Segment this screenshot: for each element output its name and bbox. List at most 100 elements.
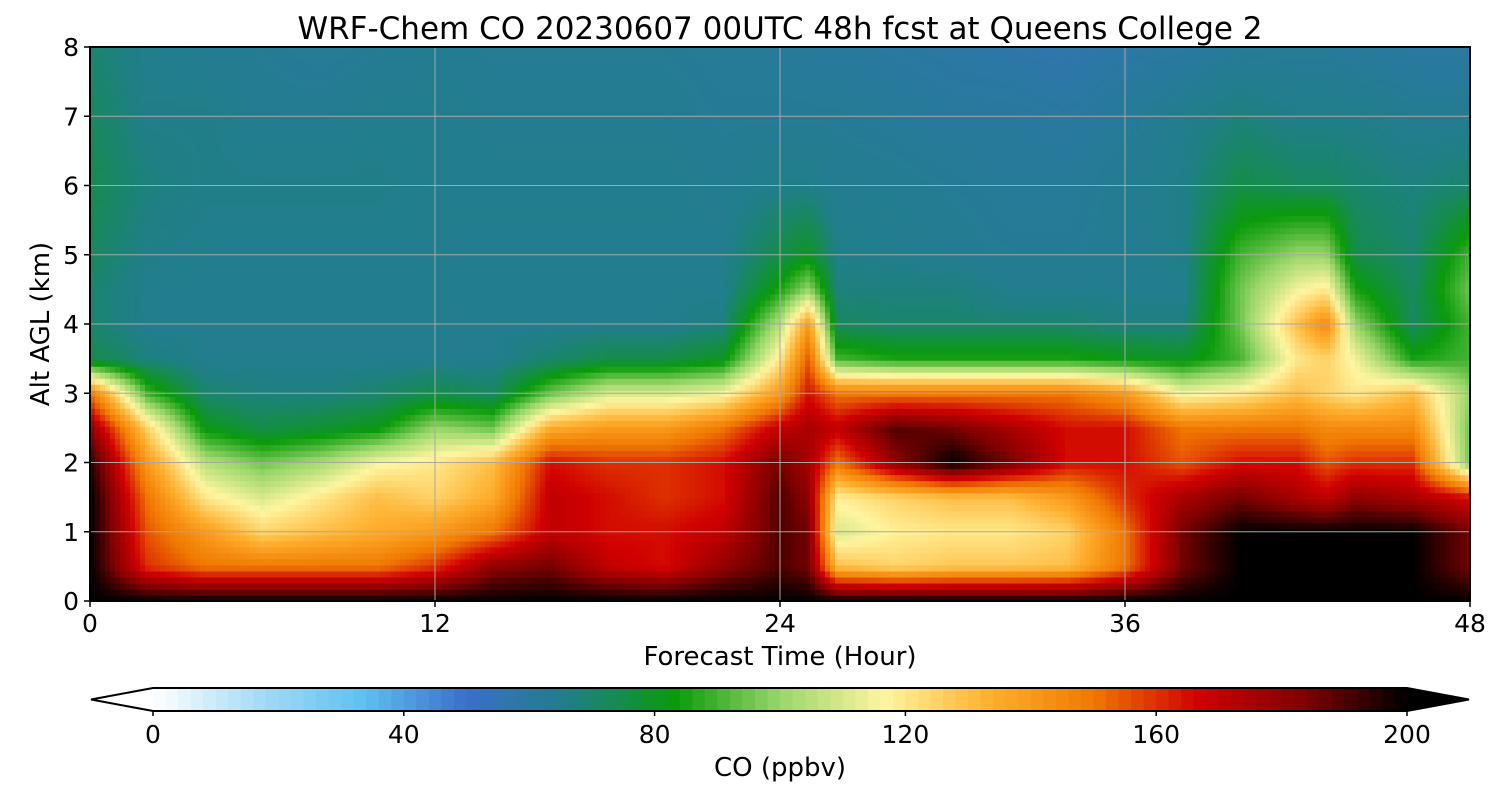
heatmap-cell [1315, 577, 1321, 584]
heatmap-cell [165, 589, 171, 596]
heatmap-cell [580, 583, 586, 590]
heatmap-cell [1430, 583, 1436, 590]
heatmap-cell [785, 589, 791, 596]
heatmap-cell [245, 571, 251, 578]
heatmap-cell [125, 565, 131, 572]
heatmap-cell [1050, 589, 1056, 596]
heatmap-cell [1170, 583, 1176, 590]
heatmap-cell [1080, 571, 1086, 578]
heatmap-cell [300, 571, 306, 578]
heatmap-cell [1405, 589, 1411, 596]
heatmap-cell [885, 571, 891, 578]
heatmap-cell [480, 577, 486, 584]
heatmap-cell [1325, 583, 1331, 590]
heatmap-cell [1115, 577, 1121, 584]
heatmap-cell [740, 583, 746, 590]
heatmap-cell [155, 577, 161, 584]
heatmap-cell [850, 571, 856, 578]
heatmap-cell [565, 577, 571, 584]
heatmap-cell [1160, 589, 1166, 596]
heatmap-cell [1145, 577, 1151, 584]
heatmap-cell [1315, 583, 1321, 590]
heatmap-cell [1255, 577, 1261, 584]
heatmap-cell [875, 589, 881, 596]
heatmap-cell [700, 589, 706, 596]
heatmap-cell [390, 571, 396, 578]
heatmap-cell [995, 571, 1001, 578]
heatmap-cell [340, 571, 346, 578]
heatmap-cell [650, 577, 656, 584]
heatmap-cell [300, 589, 306, 596]
heatmap-cell [560, 577, 566, 584]
heatmap-cell [840, 571, 846, 578]
heatmap-cell [710, 577, 716, 584]
heatmap-cell [1090, 571, 1096, 578]
heatmap-cell [995, 589, 1001, 596]
heatmap-cell [645, 589, 651, 596]
heatmap-cell [1065, 583, 1071, 590]
heatmap-cell [470, 589, 476, 596]
heatmap-cell [845, 571, 851, 578]
heatmap-cell [735, 583, 741, 590]
heatmap-cell [320, 577, 326, 584]
heatmap-cell [965, 583, 971, 590]
heatmap-cell [600, 577, 606, 584]
heatmap-cell [355, 577, 361, 584]
heatmap-cell [1290, 583, 1296, 590]
heatmap-cell [545, 571, 551, 578]
heatmap-cell [1130, 577, 1136, 584]
heatmap-cell [995, 583, 1001, 590]
heatmap-cell [400, 589, 406, 596]
heatmap-cell [135, 589, 141, 596]
heatmap-cell [330, 571, 336, 578]
heatmap-cell [1435, 589, 1441, 596]
heatmap-cell [150, 565, 156, 572]
heatmap-cell [640, 577, 646, 584]
heatmap-cell [1060, 577, 1066, 584]
heatmap-cell [1415, 577, 1421, 584]
heatmap-cell [440, 571, 446, 578]
heatmap-cell [510, 589, 516, 596]
heatmap-cell [980, 589, 986, 596]
heatmap-cell [185, 583, 191, 590]
heatmap-cell [825, 577, 831, 584]
heatmap-cell [1200, 571, 1206, 578]
heatmap-cell [290, 571, 296, 578]
heatmap-cell [1425, 577, 1431, 584]
heatmap-cell [1210, 583, 1216, 590]
heatmap-cell [695, 583, 701, 590]
heatmap-cell [675, 589, 681, 596]
heatmap-cell [1035, 577, 1041, 584]
heatmap-cell [1330, 571, 1336, 578]
heatmap-cell [840, 577, 846, 584]
heatmap-cell [1285, 571, 1291, 578]
heatmap-cell [1250, 583, 1256, 590]
heatmap-cell [480, 571, 486, 578]
heatmap-cell [1060, 589, 1066, 596]
heatmap-cell [1285, 589, 1291, 596]
heatmap-cell [605, 577, 611, 584]
heatmap-cell [440, 577, 446, 584]
heatmap-cell [155, 583, 161, 590]
heatmap-cell [625, 571, 631, 578]
heatmap-cell [440, 589, 446, 596]
heatmap-cell [505, 589, 511, 596]
heatmap-cell [380, 583, 386, 590]
heatmap-cell [210, 577, 216, 584]
heatmap-cell [805, 583, 811, 590]
heatmap-cell [380, 571, 386, 578]
heatmap-cell [555, 583, 561, 590]
heatmap-cell [335, 577, 341, 584]
heatmap-cell [500, 577, 506, 584]
heatmap-cell [1185, 589, 1191, 596]
heatmap-cell [825, 583, 831, 590]
heatmap-cell [760, 589, 766, 596]
heatmap-cell [1335, 577, 1341, 584]
heatmap-cell [410, 589, 416, 596]
heatmap-cell [510, 583, 516, 590]
heatmap-cell [965, 577, 971, 584]
heatmap-cell [1325, 571, 1331, 578]
heatmap-cell [1150, 583, 1156, 590]
heatmap-cell [140, 577, 146, 584]
heatmap-cell [1230, 577, 1236, 584]
